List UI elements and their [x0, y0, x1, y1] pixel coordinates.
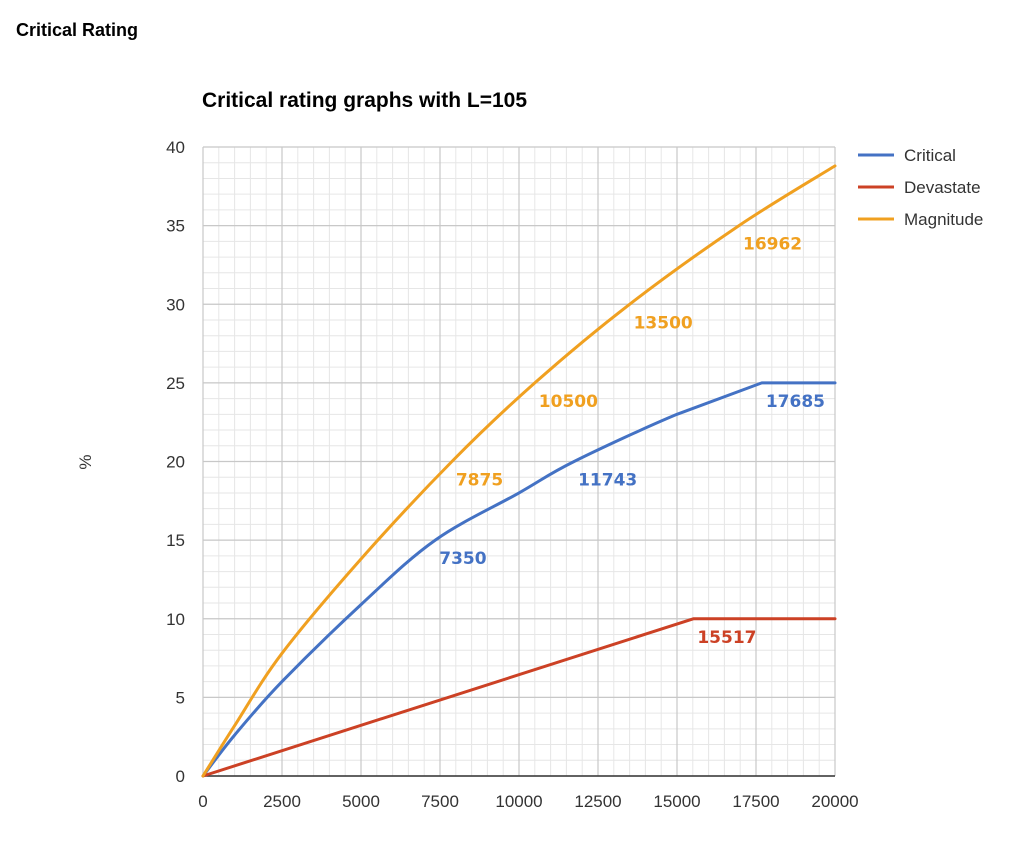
page-heading: Critical Rating [16, 20, 139, 40]
annotation-label: 7350 [439, 549, 486, 569]
chart-axes: 0 2500 5000 7500 10000 12500 15000 17500 20000 0 5… [166, 138, 859, 811]
chart-legend: Critical Devastate Magnitude [858, 146, 983, 229]
series-line-magnitude [201, 164, 837, 778]
y-tick-label: 20 [166, 453, 185, 472]
annotation-label: 13500 [634, 313, 693, 333]
legend-label-magnitude: Magnitude [904, 210, 983, 229]
y-tick-label: 25 [166, 374, 185, 393]
y-tick-label: 15 [166, 531, 185, 550]
y-tick-label: 40 [166, 138, 185, 157]
series-line-critical [201, 381, 837, 778]
annotation-label: 15517 [697, 628, 756, 648]
y-tick-label: 5 [176, 688, 185, 707]
x-tick-label: 2500 [263, 792, 301, 811]
y-tick-label: 10 [166, 610, 185, 629]
y-tick-label: 0 [176, 767, 185, 786]
chart-series [201, 164, 837, 778]
x-tick-label: 20000 [811, 792, 858, 811]
x-tick-label: 0 [198, 792, 207, 811]
y-axis-label: % [76, 454, 95, 469]
annotation-label: 10500 [539, 392, 598, 412]
annotation-label: 16962 [743, 235, 802, 255]
annotation-label: 17685 [766, 392, 825, 412]
chart-annotations: 7350 11743 17685 15517 7875 10500 13500 16962 [439, 235, 825, 648]
x-tick-label: 10000 [495, 792, 542, 811]
chart-title: Critical rating graphs with L=105 [202, 89, 527, 112]
chart-grid [202, 146, 836, 777]
y-tick-label: 30 [166, 295, 185, 314]
legend-label-devastate: Devastate [904, 178, 981, 197]
x-tick-label: 7500 [421, 792, 459, 811]
series-line-devastate [201, 617, 837, 778]
x-tick-label: 17500 [732, 792, 779, 811]
annotation-label: 11743 [578, 471, 637, 491]
x-tick-label: 5000 [342, 792, 380, 811]
annotation-label: 7875 [456, 471, 503, 491]
legend-label-critical: Critical [904, 146, 956, 165]
x-tick-label: 15000 [653, 792, 700, 811]
y-tick-label: 35 [166, 217, 185, 236]
x-tick-label: 12500 [574, 792, 621, 811]
